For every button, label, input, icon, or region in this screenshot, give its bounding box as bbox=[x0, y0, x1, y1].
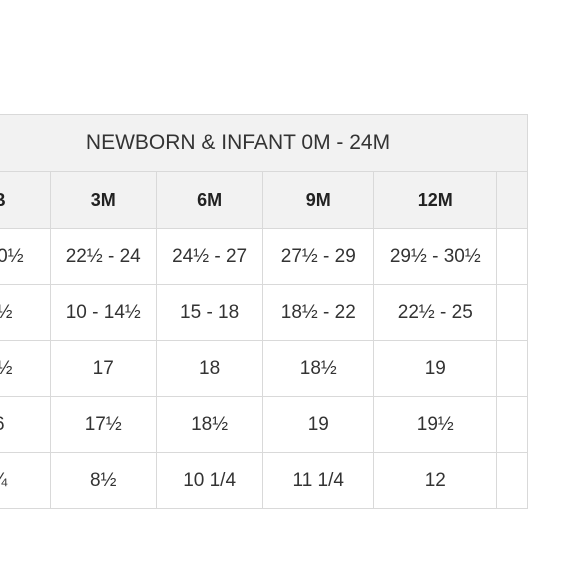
column-header-next bbox=[496, 171, 528, 229]
table-cell: ¾ bbox=[0, 452, 51, 509]
table-cell bbox=[496, 340, 528, 397]
table-cell bbox=[496, 228, 528, 285]
table-cell bbox=[496, 452, 528, 509]
table-cell: 27½ - 29 bbox=[262, 228, 375, 285]
table-title: NEWBORN & INFANT 0M - 24M bbox=[0, 114, 528, 172]
table-cell: 18 bbox=[155, 340, 264, 397]
table-cell: 8½ bbox=[49, 452, 157, 509]
table-cell: 5½ bbox=[0, 340, 51, 397]
table-cell: 24½ - 27 bbox=[155, 228, 264, 285]
size-chart: NEWBORN & INFANT 0M - 24M B 3M 6M 9M 12M… bbox=[0, 114, 580, 510]
table-cell: 11 1/4 bbox=[262, 452, 375, 509]
table-row: 5½ 17 18 18½ 19 bbox=[0, 340, 528, 397]
table-row: ¾ 8½ 10 1/4 11 1/4 12 bbox=[0, 452, 528, 509]
table-cell bbox=[496, 396, 528, 453]
table-cell: 18½ bbox=[262, 340, 375, 397]
table-cell: 22½ - 25 bbox=[373, 284, 498, 341]
table-cell: 18½ - 22 bbox=[262, 284, 375, 341]
table-row: 6 17½ 18½ 19 19½ bbox=[0, 396, 528, 453]
table-cell: 9½ bbox=[0, 284, 51, 341]
column-header-newborn: B bbox=[0, 171, 51, 229]
size-table: NEWBORN & INFANT 0M - 24M B 3M 6M 9M 12M… bbox=[0, 114, 528, 509]
table-row: 9½ 10 - 14½ 15 - 18 18½ - 22 22½ - 25 bbox=[0, 284, 528, 341]
table-cell: 29½ - 30½ bbox=[373, 228, 498, 285]
table-cell: 15 - 18 bbox=[155, 284, 264, 341]
table-cell: 6 bbox=[0, 396, 51, 453]
table-cell bbox=[496, 284, 528, 341]
table-cell: 17½ bbox=[49, 396, 157, 453]
table-cell: 19 bbox=[262, 396, 375, 453]
header-row: B 3M 6M 9M 12M bbox=[0, 171, 528, 229]
column-header-3m: 3M bbox=[49, 171, 157, 229]
table-cell: 19½ bbox=[373, 396, 498, 453]
column-header-12m: 12M bbox=[373, 171, 498, 229]
table-cell: 10 1/4 bbox=[155, 452, 264, 509]
table-cell: 18½ bbox=[155, 396, 264, 453]
title-row: NEWBORN & INFANT 0M - 24M bbox=[0, 114, 528, 172]
table-cell: 10 - 14½ bbox=[49, 284, 157, 341]
table-cell: 17 bbox=[49, 340, 157, 397]
table-cell: 19 bbox=[373, 340, 498, 397]
table-cell: - 20½ bbox=[0, 228, 51, 285]
column-header-9m: 9M bbox=[262, 171, 375, 229]
table-cell: 12 bbox=[373, 452, 498, 509]
column-header-6m: 6M bbox=[155, 171, 264, 229]
table-cell: 22½ - 24 bbox=[49, 228, 157, 285]
table-row: - 20½ 22½ - 24 24½ - 27 27½ - 29 29½ - 3… bbox=[0, 228, 528, 285]
